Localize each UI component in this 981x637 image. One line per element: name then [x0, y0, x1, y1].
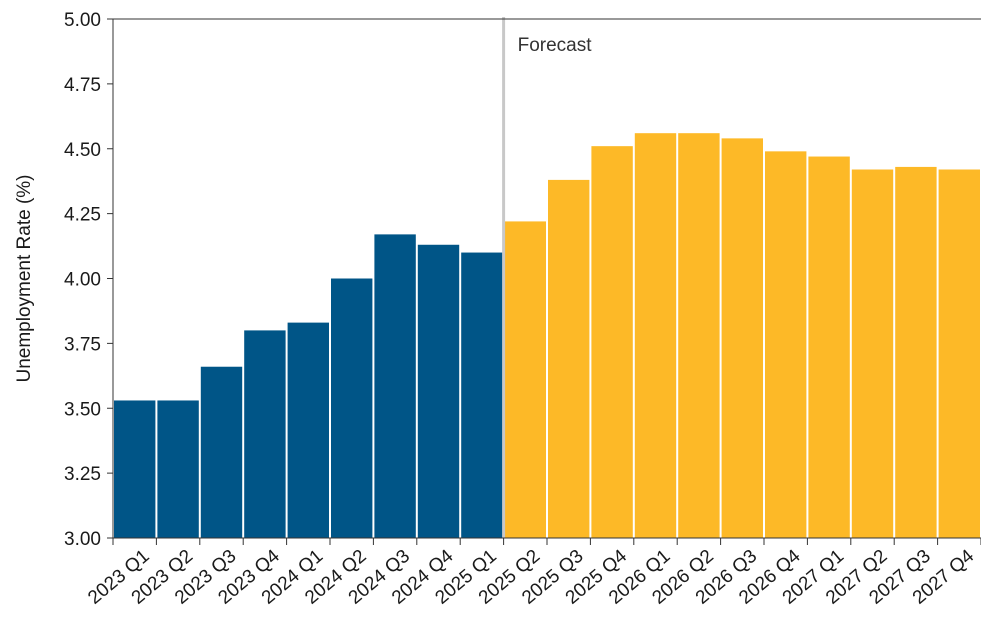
y-tick-label: 4.75	[64, 75, 101, 96]
bar-2026-q4	[765, 151, 807, 538]
bar-2023-q4	[244, 330, 286, 538]
bar-2025-q2	[504, 221, 546, 538]
bar-2024-q2	[331, 278, 373, 538]
bars-group	[114, 133, 980, 539]
bar-2025-q3	[548, 179, 590, 538]
bar-2025-q1	[461, 252, 503, 539]
y-tick-label: 5.00	[64, 10, 101, 31]
forecast-annotation: Forecast	[518, 35, 593, 56]
y-tick-label: 3.75	[64, 334, 101, 355]
bar-2024-q4	[417, 244, 460, 538]
y-axis: 3.00 3.25 3.50 3.75 4.00 4.25 4.50 4.75 5.00	[64, 10, 981, 550]
bar-2023-q3	[200, 366, 243, 538]
bar-2026-q3	[721, 138, 763, 538]
y-axis-label: Unemployment Rate (%)	[14, 174, 35, 382]
bar-2026-q1	[634, 133, 677, 538]
bar-2026-q2	[678, 133, 720, 538]
bar-2027-q2	[851, 169, 894, 538]
y-tick-label: 3.25	[64, 464, 101, 485]
bar-2027-q4	[938, 169, 980, 538]
bar-2024-q3	[374, 234, 416, 538]
y-tick-label: 4.00	[64, 270, 101, 291]
y-tick-label: 3.50	[64, 399, 101, 420]
bar-2027-q3	[895, 166, 937, 539]
bar-2027-q1	[808, 156, 850, 538]
bar-2023-q2	[157, 400, 199, 538]
y-tick-label: 4.50	[64, 140, 101, 161]
bar-2025-q4	[591, 146, 633, 538]
bar-2024-q1	[287, 322, 329, 538]
y-tick-label: 4.25	[64, 205, 101, 226]
bar-2023-q1	[114, 400, 156, 538]
y-tick-label: 3.00	[64, 529, 101, 550]
